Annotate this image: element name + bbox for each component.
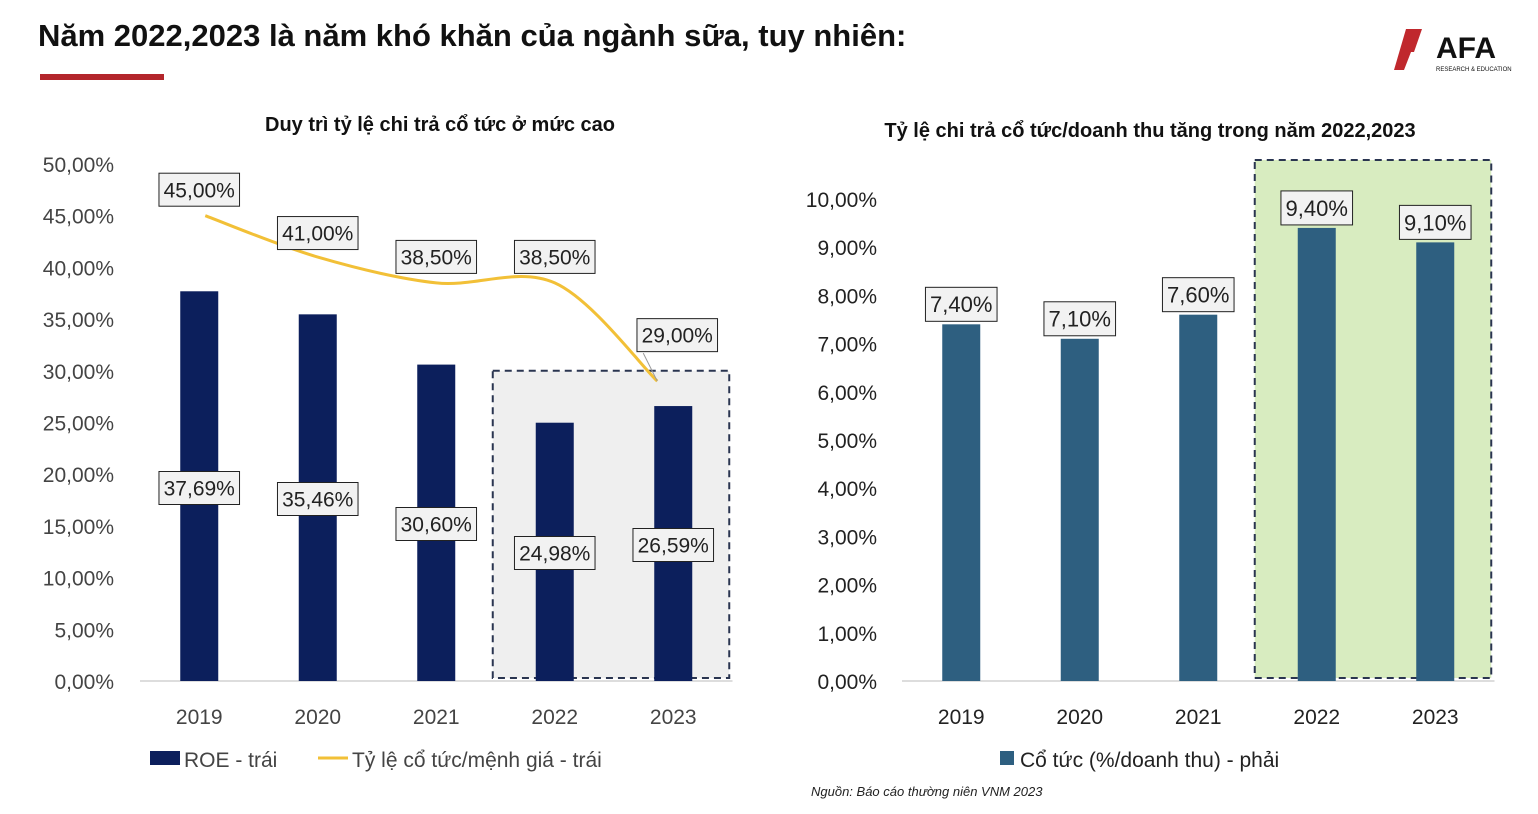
dividend-bar-2022 [1297,227,1336,682]
y-tick-label: 35,00% [43,309,114,332]
x-tick-label: 2021 [413,706,460,729]
roe-dividend-chart: 0,00% 5,00% 10,00% 15,00% 20,00% 25,00% 30,00%… [43,154,733,772]
y-tick-label: 20,00% [43,464,114,487]
line-label-2023-box [636,318,719,353]
y-tick-label: 2,00% [817,575,877,598]
legend-label-roe: ROE - trái [184,749,277,772]
x-tick-label: 2022 [531,706,578,729]
bar-label-2020-box [1043,301,1117,337]
dividend-bar-2019 [942,324,981,681]
y-tick-label: 0,00% [817,671,877,694]
y-tick-label: 10,00% [43,568,114,591]
bar-label-2019: 37,69% [164,478,235,501]
bar-label-2023-box [1398,204,1472,240]
y-tick-label: 10,00% [806,189,877,212]
x-tick-label: 2023 [1412,706,1459,729]
y-tick-label: 25,00% [43,413,114,436]
bar-label-2019-box [924,286,998,322]
dividend-bar-2023 [1416,242,1455,681]
bar-label-2023: 26,59% [638,535,709,558]
line-label-2021: 38,50% [401,246,472,269]
y-tick-label: 5,00% [54,619,114,642]
y-tick-label: 5,00% [817,430,877,453]
source-note: Nguồn: Báo cáo thường niên VNM 2023 [811,784,1043,799]
y-tick-label: 3,00% [817,526,877,549]
y-tick-label: 40,00% [43,257,114,280]
y-tick-label: 45,00% [43,206,114,229]
line-label-2023: 29,00% [642,325,713,348]
right-chart-title: Tỷ lệ chi trả cổ tức/doanh thu tăng tron… [884,120,1416,142]
leader-line-2023 [642,352,658,382]
dividend-bar-2020 [1060,338,1099,681]
dividend-revenue-chart: 0,00% 1,00% 2,00% 3,00% 4,00% 5,00% 6,00% 7,00%… [806,159,1495,772]
bar-label-2021-box [395,507,478,541]
x-tick-label: 2020 [1056,706,1103,729]
afa-logo: AFA RESEARCH & EDUCATION [1394,29,1512,73]
bar-label-2019-box [158,471,241,505]
x-tick-label: 2019 [176,706,223,729]
y-tick-label: 4,00% [817,478,877,501]
y-tick-label: 1,00% [817,623,877,646]
x-tick-label: 2022 [1293,706,1340,729]
bar-label-2023-box [632,528,715,562]
bar-label-2020: 7,10% [1049,307,1111,332]
line-label-2020: 41,00% [282,223,353,246]
bar-label-2020-box [276,482,359,516]
line-label-2019: 45,00% [164,179,235,202]
bar-label-2023: 9,10% [1404,210,1466,235]
x-tick-label: 2023 [650,706,697,729]
title-accent-rule [40,74,164,80]
bar-label-2021: 30,60% [401,514,472,537]
y-tick-label: 30,00% [43,361,114,384]
line-label-2020-box [276,216,359,251]
y-tick-label: 8,00% [817,285,877,308]
dividend-bar-2021 [1179,314,1218,681]
bar-label-2022-box [1280,190,1354,226]
line-label-2021-box [395,239,478,274]
line-label-2022-box [513,239,596,274]
bar-label-2021: 7,60% [1167,283,1229,308]
bar-label-2019: 7,40% [930,292,992,317]
x-tick-label: 2021 [1175,706,1222,729]
y-tick-label: 7,00% [817,334,877,357]
bar-label-2020: 35,46% [282,489,353,512]
y-tick-label: 0,00% [54,671,114,694]
legend-label-dividend: Tỷ lệ cổ tức/mệnh giá - trái [352,749,602,772]
y-tick-label: 6,00% [817,382,877,405]
y-tick-label: 9,00% [817,237,877,260]
legend-label-dividend-revenue: Cổ tức (%/doanh thu) - phải [1020,749,1279,772]
line-label-2022: 38,50% [519,246,590,269]
legend-swatch-dividend-revenue [1000,751,1014,765]
line-label-2019-box [158,172,241,207]
x-tick-label: 2019 [938,706,985,729]
page-title: Năm 2022,2023 là năm khó khăn của ngành … [38,18,907,53]
bar-label-2022-box [513,536,596,570]
logo-subtext: RESEARCH & EDUCATION [1436,67,1512,73]
bar-label-2021-box [1161,277,1235,313]
left-chart-title: Duy trì tỷ lệ chi trả cổ tức ở mức cao [265,114,615,136]
x-tick-label: 2020 [294,706,341,729]
logo-text: AFA [1436,32,1496,65]
y-tick-label: 50,00% [43,154,114,177]
y-tick-label: 15,00% [43,516,114,539]
bar-label-2022: 9,40% [1286,196,1348,221]
bar-label-2022: 24,98% [519,543,590,566]
legend-swatch-roe [150,751,180,765]
